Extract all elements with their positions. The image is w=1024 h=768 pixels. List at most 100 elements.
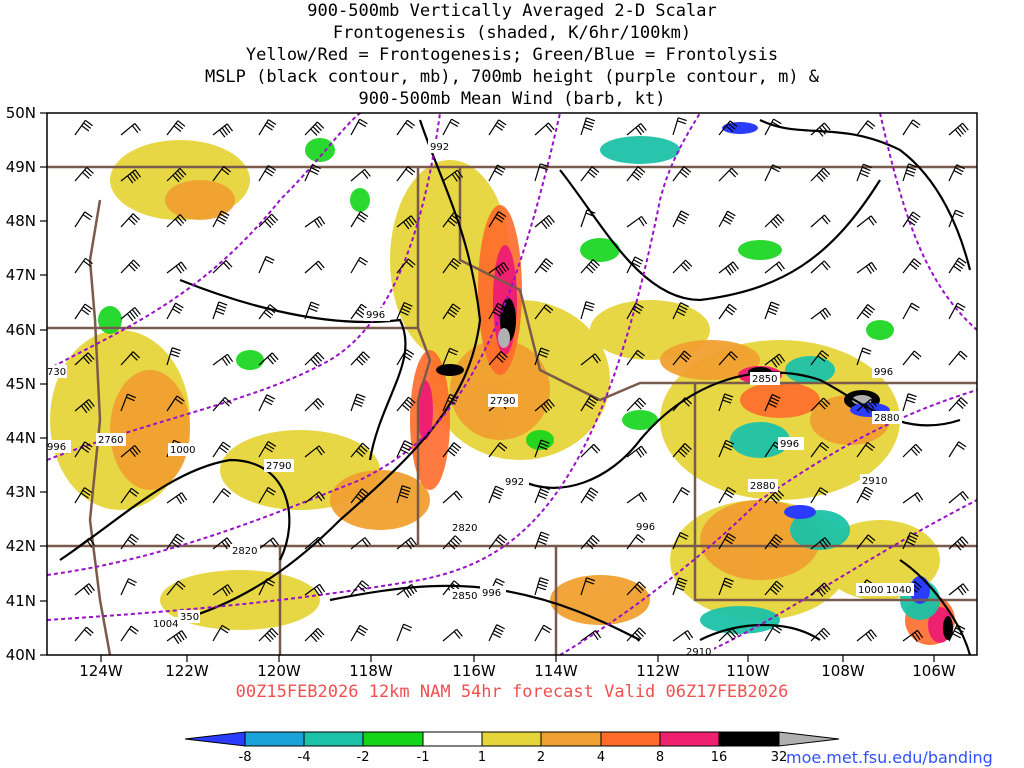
wind-barb xyxy=(258,255,275,274)
height-label: 2790 xyxy=(266,461,291,472)
wind-barb xyxy=(534,485,551,504)
wind-barb xyxy=(948,536,969,551)
wind-barb xyxy=(534,624,552,642)
wind-barb xyxy=(764,214,785,229)
wind-barb xyxy=(580,353,601,366)
title-line-1: 900-500mb Vertically Averaged 2-D Scalar xyxy=(307,1,717,21)
lon-label: 108W xyxy=(821,662,865,680)
wind-barb xyxy=(672,166,692,182)
lat-label: 48N xyxy=(6,212,36,230)
wind-barb xyxy=(258,165,277,182)
wind-barb xyxy=(258,394,276,412)
wind-barb xyxy=(166,347,181,366)
wind-barb xyxy=(856,441,876,458)
wind-barb xyxy=(580,534,600,550)
wind-barb xyxy=(212,353,234,366)
lat-label: 41N xyxy=(6,592,36,610)
wind-barb xyxy=(672,259,693,274)
wind-barb xyxy=(74,303,93,320)
wind-barb xyxy=(74,166,94,182)
wind-barb xyxy=(396,440,413,458)
wind-barb xyxy=(442,212,462,228)
wind-barb xyxy=(120,578,137,596)
wind-barb xyxy=(902,443,923,458)
wind-barb xyxy=(672,577,688,596)
wind-barb xyxy=(166,580,186,596)
title-line-2: Frontogenesis (shaded, K/6hr/100km) xyxy=(332,23,692,43)
height-label: 2910 xyxy=(686,647,711,658)
wind-barb xyxy=(764,353,786,368)
lat-label: 43N xyxy=(6,483,36,501)
wind-barb xyxy=(304,491,325,504)
wind-barbs xyxy=(74,117,969,645)
wind-barb xyxy=(74,487,93,504)
title-line-4: MSLP (black contour, mb), 700mb height (… xyxy=(204,67,820,87)
wind-barb xyxy=(488,351,508,366)
mslp-label: 1000 xyxy=(858,585,883,596)
wind-barb xyxy=(764,301,780,320)
wind-barb xyxy=(396,258,416,274)
height-label: 2880 xyxy=(874,413,899,424)
wind-barb xyxy=(166,395,185,412)
wind-barb xyxy=(672,486,691,504)
wind-barb xyxy=(212,624,230,642)
wind-barb xyxy=(120,444,141,458)
wind-barb xyxy=(74,626,94,642)
wind-barb xyxy=(764,624,783,642)
wind-barb xyxy=(902,258,922,274)
colorbar-label: 16 xyxy=(711,750,728,765)
lon-label: 110W xyxy=(726,662,770,680)
wind-barb xyxy=(120,123,141,136)
wind-barb xyxy=(166,167,187,183)
wind-barb xyxy=(810,487,829,504)
wind-barb xyxy=(258,119,277,136)
wind-barb xyxy=(672,350,692,366)
wind-barb xyxy=(488,262,510,277)
colorbar: -8 -4 -2 -1 1 2 4 8 16 32 xyxy=(184,731,840,765)
mslp-label: 1000 xyxy=(170,445,195,456)
wind-barb xyxy=(212,488,232,504)
wind-barb xyxy=(350,303,369,320)
title-line-3: Yellow/Red = Frontogenesis; Green/Blue =… xyxy=(245,45,779,65)
height-label: 2880 xyxy=(750,481,775,492)
wind-barb xyxy=(488,624,505,642)
wind-barb xyxy=(350,256,368,274)
wind-barb xyxy=(718,167,739,182)
mslp-label: 996 xyxy=(636,522,655,533)
wind-barb xyxy=(120,533,139,550)
height-label: 2820 xyxy=(232,546,257,557)
wind-barb xyxy=(166,214,187,228)
wind-barb xyxy=(258,486,277,504)
wind-barb xyxy=(626,627,647,642)
wind-barb xyxy=(350,580,370,596)
wind-barb xyxy=(810,582,831,597)
wind-barb xyxy=(534,531,550,550)
wind-barb xyxy=(764,261,785,274)
shading-layer xyxy=(50,122,955,645)
wind-barb xyxy=(534,577,549,596)
mslp-labels-group: 992 996 1000 992 996 996 996 996 1004 10… xyxy=(45,140,898,630)
wind-barb xyxy=(212,441,231,458)
wind-barb xyxy=(120,393,136,412)
wind-barb xyxy=(626,215,648,228)
mslp-label: 992 xyxy=(430,142,449,153)
valid-time-label: 00Z15FEB2026 12km NAM 54hr forecast Vali… xyxy=(235,682,789,702)
wind-barb xyxy=(212,584,234,597)
wind-barb xyxy=(810,350,830,366)
wind-barb xyxy=(304,445,325,458)
wind-barb xyxy=(488,302,506,320)
wind-barb xyxy=(304,164,321,182)
lat-label: 46N xyxy=(6,321,36,339)
wind-barb xyxy=(212,210,230,228)
wind-barb xyxy=(442,118,460,136)
height-label: 350 xyxy=(180,612,199,623)
wind-barb xyxy=(304,121,325,136)
height-label: 2850 xyxy=(752,374,777,385)
wind-barb xyxy=(166,120,186,136)
source-url[interactable]: moe.met.fsu.edu/banding xyxy=(786,748,993,767)
wind-barb xyxy=(672,302,689,320)
wind-barb xyxy=(258,627,279,643)
wind-barb xyxy=(626,534,646,550)
height-label: 2850 xyxy=(452,591,477,602)
wind-barb xyxy=(810,537,831,550)
